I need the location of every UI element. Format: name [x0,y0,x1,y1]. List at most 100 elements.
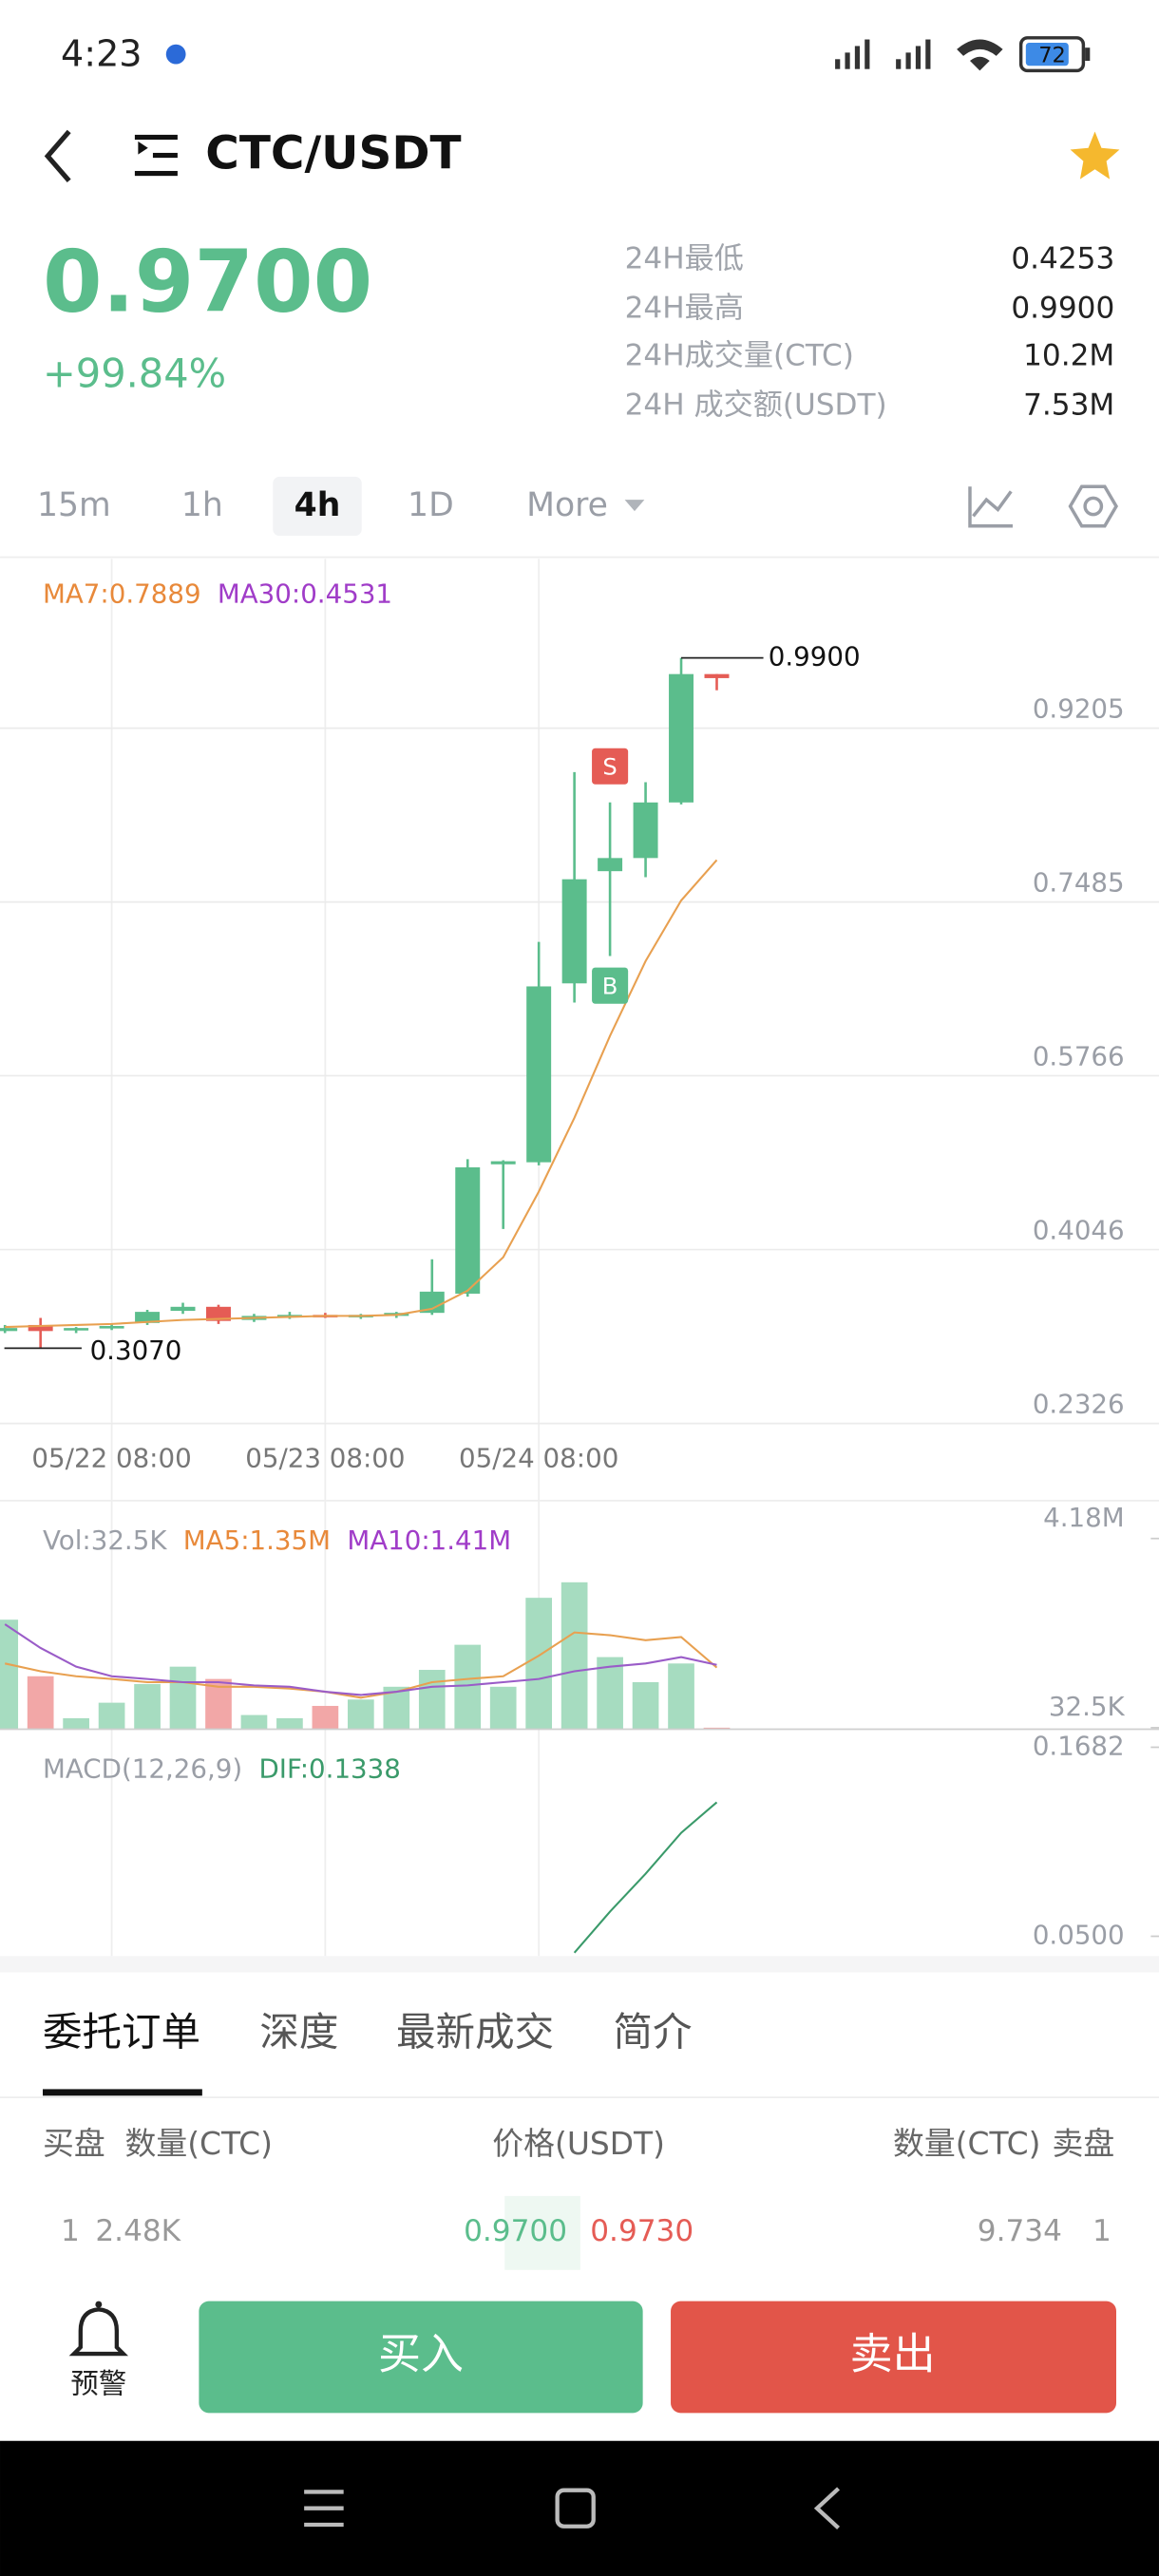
interval-tab[interactable]: More [526,486,608,524]
y-tick-label: 0.4046 [1033,1215,1125,1246]
stat-label: 24H最高 [625,291,744,325]
back-button[interactable] [44,129,71,183]
battery-tip [1085,47,1091,62]
stat-label: 24H成交量(CTC) [625,339,854,373]
alert-button[interactable]: 预警 [68,2301,129,2400]
volume-bar [312,1705,339,1730]
volume-legend: MA5:1.35M [183,1525,331,1556]
macd-tick-label: 0.0500 [1033,1919,1125,1950]
bid-level: 1 [61,2214,80,2248]
volume-bar [489,1686,517,1730]
volume-legend: MA10:1.41M [347,1525,511,1556]
volume-bar [454,1644,482,1730]
candle-body [455,1166,481,1294]
stat-value: 10.2M [1023,339,1114,373]
order-tab[interactable]: 委托订单 [43,2008,200,2055]
sell-button[interactable] [671,2301,1116,2414]
battery [1018,36,1086,73]
order-tabs: 委托订单 深度 最新成交 简介 [43,2008,693,2055]
nav-bar [0,2440,1159,2576]
candle-body [526,986,552,1163]
trade-marker-text: S [602,753,617,780]
stats: 24H最低 0.4253 24H最高 0.9900 24H成交量(CTC) 10… [625,241,1115,422]
interval-tab[interactable]: 1D [408,486,454,524]
indicator-label: MA7:0.7889 [43,578,201,609]
volume-bar [418,1670,446,1730]
stat-label: 24H最低 [625,241,744,275]
interval-tab[interactable]: 4h [294,486,341,524]
status-icon [165,44,186,65]
y-tick-label: 0.2326 [1033,1389,1125,1420]
x-tick-label: 05/23 08:00 [245,1443,405,1474]
candle-body [490,1161,516,1165]
order-tab[interactable]: 深度 [259,2008,338,2055]
order-tab[interactable]: 简介 [613,2008,692,2055]
nav-home[interactable] [555,2488,596,2529]
chart-type-icon[interactable] [968,486,1013,528]
volume-legend: Vol:32.5K [43,1525,167,1556]
candle-body [0,1328,18,1332]
y-tick-label: 0.9205 [1033,693,1125,725]
interval-tabs: 15m 1h 4h 1D More [37,486,608,524]
macd-legend: MACD(12,26,9) [43,1753,242,1785]
candle-body [28,1324,53,1332]
stat-label: 24H 成交额(USDT) [625,388,887,422]
trade-marker-text: B [602,973,618,999]
volume-bar [134,1683,161,1730]
buy-label: 买入 [378,2329,464,2379]
candle-body [170,1306,196,1312]
macd-tick-label: 0.1682 [1033,1730,1125,1761]
macd-legend: DIF:0.1338 [258,1753,400,1785]
ask-level: 1 [1092,2214,1112,2248]
pair-title: CTC/USDT [205,126,461,180]
ask-qty: 9.734 [978,2214,1062,2248]
nav-back[interactable] [813,2487,841,2530]
low-label: 0.3070 [90,1335,182,1366]
column-header: 价格(USDT) [492,2125,665,2162]
menu-icon[interactable] [134,134,178,177]
volume-tick-label: 4.18M [1043,1502,1124,1533]
volume-bar [632,1681,659,1730]
battery-text: 72 [1038,43,1066,67]
volume-bar [98,1702,125,1730]
trade-marker [592,748,629,785]
favorite-star[interactable] [1070,131,1120,180]
clock: 4:23 [61,32,142,74]
settings-icon[interactable] [1068,484,1119,528]
sell-label: 卖出 [850,2329,936,2379]
stat-value: 0.9900 [1011,291,1114,325]
order-tab[interactable]: 最新成交 [396,2008,554,2055]
order-book-header: 买盘 数量(CTC) 价格(USDT) 数量(CTC) 卖盘 [43,2125,1114,2162]
x-tick-label: 05/24 08:00 [459,1443,618,1474]
interval-tab[interactable]: 1h [181,486,223,524]
indicator-label: MA30:0.4531 [218,578,392,609]
battery-level [1025,42,1069,66]
nav-buttons [304,2487,841,2530]
bid-highlight [504,2195,580,2270]
candle-body [704,673,730,678]
x-tick-label: 05/22 08:00 [31,1443,191,1474]
candle-body [598,858,623,872]
buy-button[interactable] [199,2301,643,2414]
column-header: 卖盘 [1053,2125,1115,2162]
column-header: 买盘 [43,2125,105,2162]
trade-marker [592,967,629,1004]
volume-bar [276,1717,303,1730]
nav-menu[interactable] [304,2490,344,2528]
volume-bar [560,1582,588,1730]
volume-bar [348,1699,374,1730]
last-price: 0.9700 [43,233,372,332]
alert-label: 预警 [70,2367,126,2399]
volume-bar [27,1676,54,1730]
price-change: +99.84% [43,350,226,396]
ask-price: 0.9730 [590,2214,694,2248]
y-tick-label: 0.5766 [1033,1041,1125,1072]
interval-highlight [273,476,362,537]
ma7-line [5,859,718,1329]
dropdown-arrow[interactable] [624,500,645,512]
candle-body [633,802,658,859]
stat-value: 0.4253 [1011,241,1114,275]
interval-tab[interactable]: 15m [37,486,111,524]
candle-body [206,1306,231,1321]
